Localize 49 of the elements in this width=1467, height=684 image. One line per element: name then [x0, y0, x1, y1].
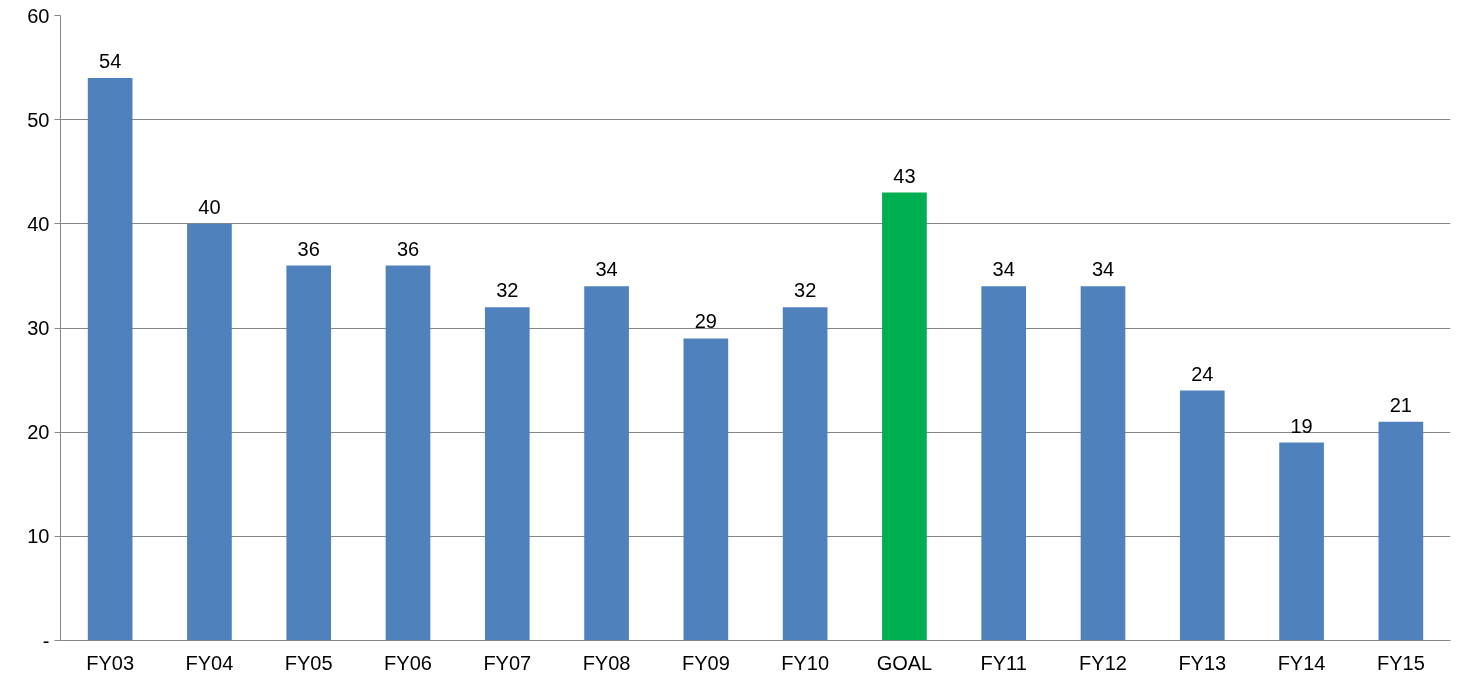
x-tick-label: FY04	[185, 651, 234, 674]
y-tick-label: 40	[27, 212, 50, 235]
data-label: 21	[1389, 393, 1412, 416]
data-label: 36	[396, 237, 420, 260]
x-tick-label: FY15	[1376, 651, 1425, 674]
y-tick-label: 30	[27, 317, 50, 339]
bar	[87, 78, 133, 641]
bar	[286, 265, 332, 641]
bar	[1378, 421, 1424, 641]
x-tick-label: FY07	[483, 651, 532, 674]
bar	[1179, 390, 1225, 641]
y-tick-label: -	[42, 629, 50, 652]
x-tick-label: FY14	[1277, 651, 1326, 674]
data-label: 34	[1091, 258, 1115, 281]
data-label: 34	[595, 258, 618, 281]
bar	[1080, 286, 1126, 641]
y-tick-label: 10	[27, 525, 50, 548]
y-tick-label: 60	[27, 4, 50, 27]
bar	[882, 192, 927, 641]
data-label: 24	[1191, 362, 1214, 385]
x-tick-label: FY06	[384, 651, 432, 674]
data-label: 40	[198, 195, 221, 218]
data-label: 54	[99, 50, 122, 72]
data-label: 32	[794, 279, 817, 302]
bar	[683, 338, 729, 641]
x-tick-label: FY05	[284, 651, 333, 674]
x-tick-label: FY08	[582, 651, 631, 674]
x-tick-label: GOAL	[876, 651, 933, 674]
y-tick-label: 20	[27, 421, 50, 444]
bar	[782, 307, 828, 641]
bar	[385, 265, 431, 641]
x-tick-label: FY12	[1079, 651, 1127, 674]
bar	[584, 286, 629, 641]
bar	[981, 286, 1027, 641]
x-tick-label: FY09	[681, 651, 730, 674]
data-label: 19	[1290, 414, 1313, 437]
x-tick-label: FY11	[980, 651, 1027, 674]
bar	[1279, 442, 1324, 641]
x-tick-label: FY03	[86, 651, 135, 674]
bar	[187, 223, 232, 641]
bar	[484, 307, 530, 641]
data-label: 29	[694, 310, 717, 333]
data-label: 34	[992, 258, 1015, 281]
y-tick-label: 50	[27, 108, 50, 131]
data-label: 32	[496, 279, 519, 302]
x-tick-label: FY13	[1178, 651, 1227, 674]
x-tick-label: FY10	[781, 651, 830, 674]
data-label: 36	[297, 237, 320, 260]
data-label: 43	[893, 164, 916, 187]
